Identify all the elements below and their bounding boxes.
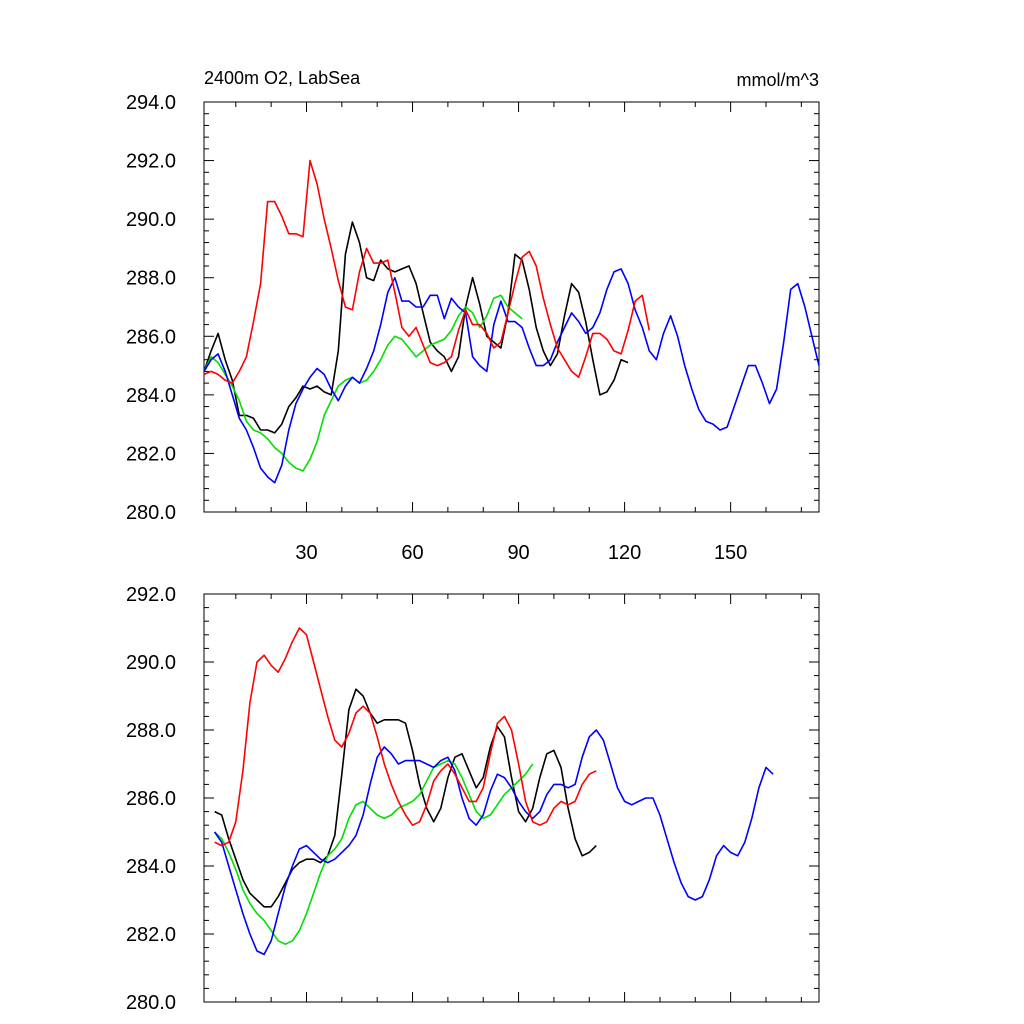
series-line-b1850-125 [203, 159, 651, 384]
y-tick-label: 286.0 [126, 326, 176, 348]
series-line-b1850-210-smoothed [214, 759, 534, 945]
y-tick-label: 284.0 [126, 385, 176, 407]
y-tick-label: 292.0 [126, 584, 176, 606]
y-tick-label: 284.0 [126, 856, 176, 878]
bottom-axes: 280.0 282.0 284.0 286.0 288.0 290.0 292.0 [126, 584, 820, 1014]
y-tick-label: 290.0 [126, 209, 176, 231]
y-tick-label: 282.0 [126, 443, 176, 465]
series-line-b1850-211 [203, 221, 629, 434]
y-tick-label: 288.0 [126, 720, 176, 742]
x-tick-label: 90 [507, 542, 529, 564]
y-tick-label: 286.0 [126, 788, 176, 810]
series-line-b1850-210 [203, 294, 523, 472]
x-tick-label: 120 [608, 542, 641, 564]
series-line-b1850-125-smoothed [214, 627, 597, 847]
top-series-lines [203, 159, 820, 484]
chart-title: 2400m O2, LabSea [204, 68, 361, 88]
bottom-series-lines [213, 627, 774, 956]
series-line-b1850-202-smoothed [213, 729, 774, 956]
y-tick-label: 288.0 [126, 268, 176, 290]
top-chart: 2400m O2, LabSea mmol/m^3 280.0 282.0 284.… [126, 68, 820, 564]
y-tick-label: 282.0 [126, 924, 176, 946]
x-tick-label: 60 [401, 542, 423, 564]
x-tick-label: 30 [295, 542, 317, 564]
top-axes: 280.0 282.0 284.0 286.0 288.0 290.0 292.0 294.0… [126, 92, 820, 564]
x-tick-label: 150 [714, 542, 747, 564]
y-tick-label: 294.0 [126, 92, 176, 114]
y-tick-label: 280.0 [126, 502, 176, 524]
y-tick-label: 292.0 [126, 151, 176, 173]
y-tick-label: 290.0 [126, 652, 176, 674]
bottom-chart: 280.0 282.0 284.0 286.0 288.0 290.0 292.0 [126, 584, 820, 1014]
series-line-b1850-211-smoothed [214, 688, 597, 908]
series-line-b1850-202 [203, 268, 820, 484]
y-tick-label: 280.0 [126, 992, 176, 1014]
chart-units: mmol/m^3 [737, 70, 819, 90]
plot-frame [203, 101, 820, 513]
